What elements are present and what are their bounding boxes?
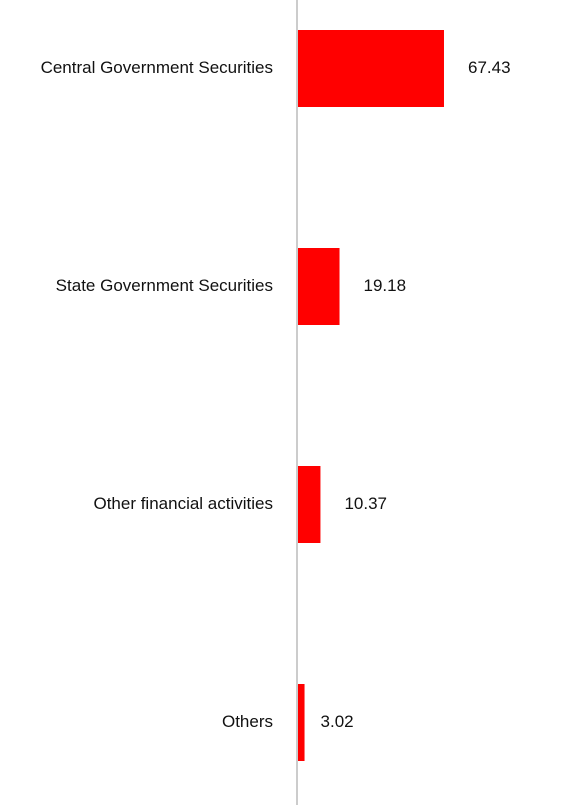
value-label-central-government-securities: 67.43: [468, 58, 511, 77]
bar-central-government-securities: [298, 30, 444, 107]
category-label-central-government-securities: Central Government Securities: [41, 58, 273, 77]
value-label-state-government-securities: 19.18: [364, 276, 407, 295]
bar-others: [298, 684, 305, 761]
category-label-other-financial-activities: Other financial activities: [93, 494, 273, 513]
category-label-state-government-securities: State Government Securities: [56, 276, 273, 295]
value-labels-group: 67.43 19.18 10.37 3.02: [321, 58, 511, 731]
bars-group: [298, 30, 444, 761]
value-label-other-financial-activities: 10.37: [344, 494, 387, 513]
bar-state-government-securities: [298, 248, 340, 325]
category-label-others: Others: [222, 712, 273, 731]
value-label-others: 3.02: [321, 712, 354, 731]
category-labels-group: Central Government Securities State Gover…: [41, 58, 273, 731]
bar-other-financial-activities: [298, 466, 321, 543]
